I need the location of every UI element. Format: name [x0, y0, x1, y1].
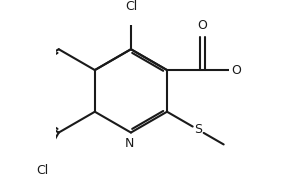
- Text: O: O: [231, 64, 241, 77]
- Text: S: S: [194, 123, 202, 136]
- Text: O: O: [198, 19, 207, 32]
- Text: N: N: [125, 137, 135, 150]
- Text: Cl: Cl: [36, 164, 48, 177]
- Text: Cl: Cl: [125, 0, 137, 13]
